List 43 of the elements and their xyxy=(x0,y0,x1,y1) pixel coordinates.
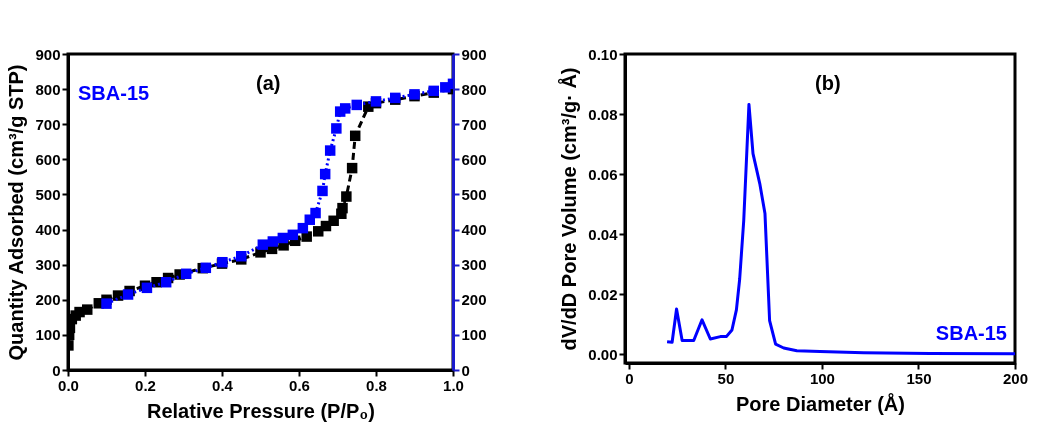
x-tick-label: 0 xyxy=(625,369,634,387)
series-label: SBA-15 xyxy=(935,321,1007,344)
y-axis-title: Quantity Adsorbed (cm³/g STP) xyxy=(5,64,28,361)
y-axis-title: dV/dD Pore Volume (cm³/g· Å) xyxy=(557,67,581,351)
y2-tick-label: 800 xyxy=(461,80,487,98)
y2-tick-label: 700 xyxy=(461,115,487,133)
y-tick-label: 300 xyxy=(35,256,61,274)
y2-tick-label: 500 xyxy=(461,185,487,203)
y-tick-label: 100 xyxy=(35,326,61,344)
y-tick-label: 0.04 xyxy=(588,225,619,243)
x-tick-label: 0.2 xyxy=(135,376,156,394)
y-tick-label: 500 xyxy=(35,185,61,203)
annotation: SBA-15 xyxy=(78,82,150,104)
y-tick-label: 600 xyxy=(35,150,61,168)
x-tick-label: 100 xyxy=(809,369,835,387)
x-tick-label: 1.0 xyxy=(443,376,464,394)
y2-tick-label: 600 xyxy=(461,150,487,168)
y-tick-label: 0.06 xyxy=(588,165,618,183)
y2-tick-label: 300 xyxy=(461,256,487,274)
y2-tick-label: 200 xyxy=(461,291,487,309)
y-tick-label: 0.10 xyxy=(588,45,618,63)
x-tick-label: 0.4 xyxy=(212,376,234,394)
x-axis-title: Relative Pressure (P/P₀) xyxy=(146,399,376,422)
y-tick-label: 0.02 xyxy=(588,285,618,303)
y-tick-label: 200 xyxy=(35,291,61,309)
x-tick-label: 200 xyxy=(1002,369,1029,387)
x-tick-label: 50 xyxy=(717,369,735,387)
y2-tick-label: 400 xyxy=(461,221,487,239)
x-tick-label: 0.6 xyxy=(289,376,310,394)
y-tick-label: 900 xyxy=(35,45,61,63)
y2-tick-label: 900 xyxy=(461,45,487,63)
annotation: (a) xyxy=(255,72,281,94)
x-axis-title: Pore Diameter (Å) xyxy=(736,391,905,415)
y-tick-label: 800 xyxy=(35,80,61,98)
y-tick-label: 0.00 xyxy=(588,345,618,363)
y-tick-label: 0.08 xyxy=(588,105,618,123)
y-tick-label: 400 xyxy=(35,221,61,239)
y2-tick-label: 100 xyxy=(461,326,487,344)
x-tick-label: 0.0 xyxy=(58,376,79,394)
x-tick-label: 0.8 xyxy=(366,376,387,394)
x-tick-label: 150 xyxy=(906,369,932,387)
annotation: (b) xyxy=(815,72,841,94)
y-tick-label: 700 xyxy=(35,115,61,133)
